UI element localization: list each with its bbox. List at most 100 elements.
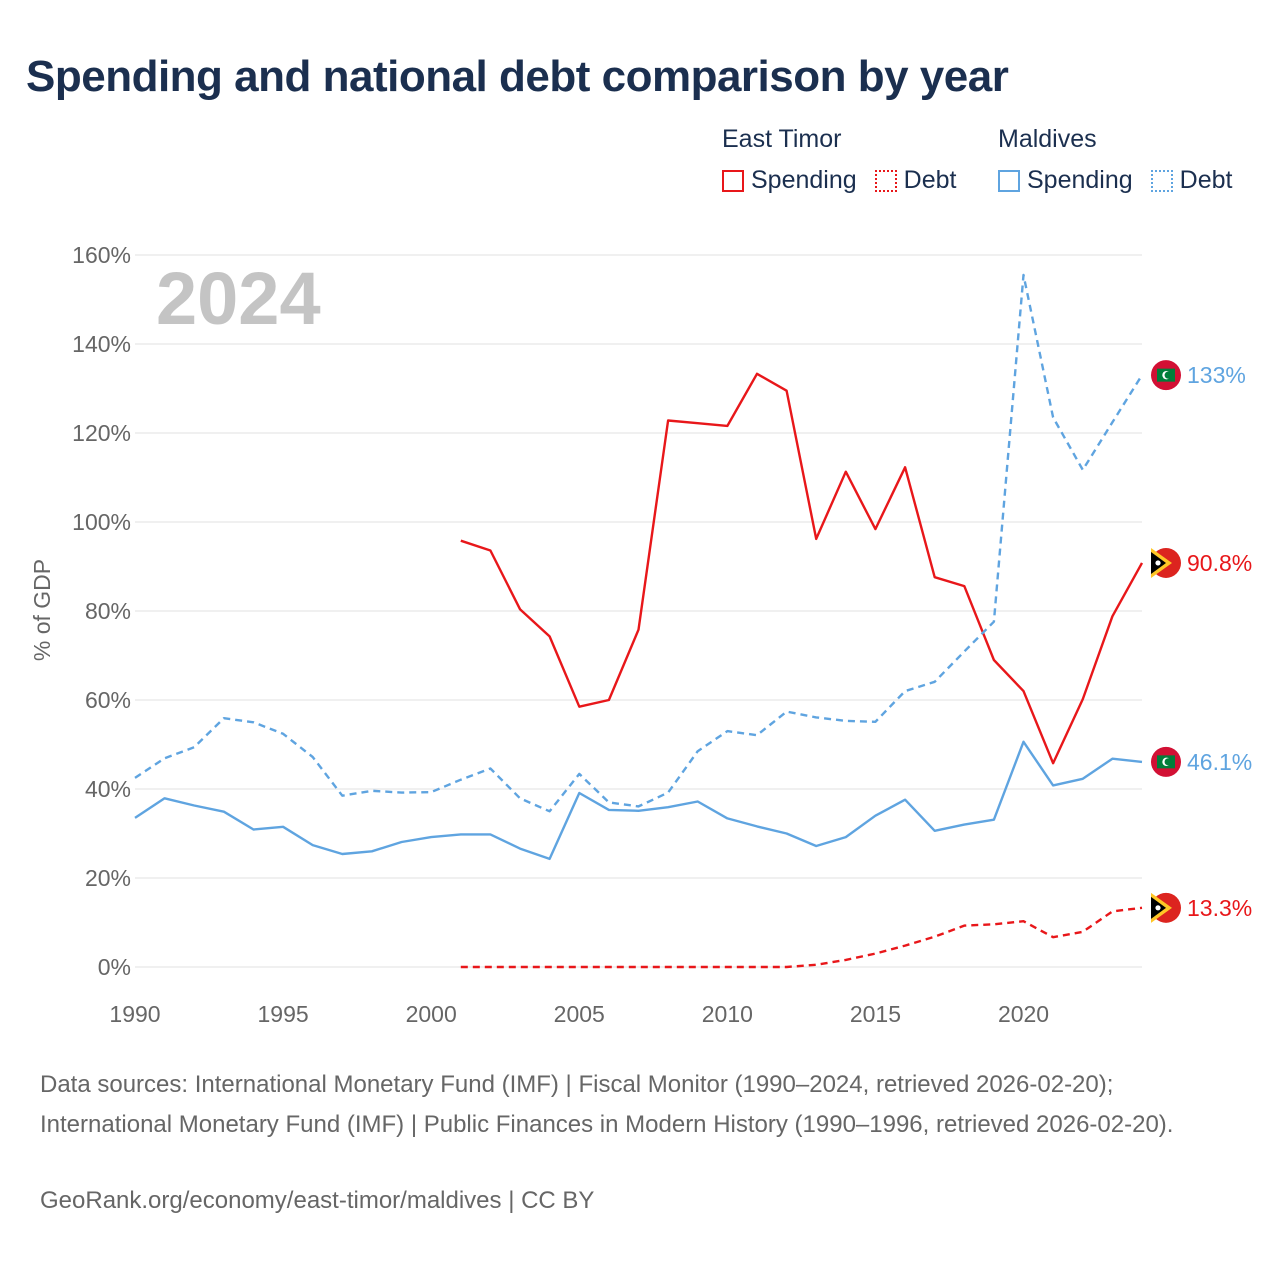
data-point-maldives-debt[interactable]	[903, 689, 907, 693]
data-point-maldives-debt[interactable]	[429, 790, 433, 794]
data-point-east-timor-spending[interactable]	[518, 607, 522, 611]
data-point-east-timor-spending[interactable]	[1081, 697, 1085, 701]
data-point-east-timor-debt[interactable]	[755, 965, 759, 969]
data-point-east-timor-debt[interactable]	[814, 963, 818, 967]
data-point-maldives-debt[interactable]	[992, 619, 996, 623]
data-point-maldives-debt[interactable]	[518, 796, 522, 800]
data-point-east-timor-spending[interactable]	[666, 418, 670, 422]
data-point-east-timor-spending[interactable]	[547, 634, 551, 638]
data-point-maldives-spending[interactable]	[873, 814, 877, 818]
data-point-east-timor-spending[interactable]	[932, 575, 936, 579]
data-point-east-timor-debt[interactable]	[636, 965, 640, 969]
data-point-east-timor-spending[interactable]	[1140, 561, 1144, 565]
data-point-maldives-debt[interactable]	[784, 709, 788, 713]
data-point-maldives-debt[interactable]	[1051, 415, 1055, 419]
data-point-maldives-spending[interactable]	[133, 816, 137, 820]
data-point-east-timor-spending[interactable]	[903, 465, 907, 469]
data-point-east-timor-debt[interactable]	[784, 965, 788, 969]
data-point-maldives-debt[interactable]	[814, 715, 818, 719]
data-point-maldives-debt[interactable]	[666, 790, 670, 794]
data-point-maldives-debt[interactable]	[281, 732, 285, 736]
data-point-maldives-spending[interactable]	[607, 808, 611, 812]
data-point-maldives-spending[interactable]	[903, 797, 907, 801]
data-point-maldives-spending[interactable]	[429, 835, 433, 839]
data-point-maldives-debt[interactable]	[607, 800, 611, 804]
data-point-maldives-spending[interactable]	[488, 832, 492, 836]
data-point-east-timor-spending[interactable]	[992, 658, 996, 662]
data-point-east-timor-debt[interactable]	[1110, 909, 1114, 913]
data-point-maldives-spending[interactable]	[696, 799, 700, 803]
data-point-east-timor-debt[interactable]	[518, 965, 522, 969]
data-point-east-timor-spending[interactable]	[755, 372, 759, 376]
data-point-maldives-debt[interactable]	[311, 755, 315, 759]
data-point-maldives-spending[interactable]	[162, 796, 166, 800]
data-point-east-timor-spending[interactable]	[873, 527, 877, 531]
data-point-east-timor-spending[interactable]	[636, 627, 640, 631]
data-point-maldives-debt[interactable]	[162, 756, 166, 760]
credit-link[interactable]: GeoRank.org/economy/east-timor/maldives …	[40, 1187, 595, 1214]
data-point-maldives-spending[interactable]	[932, 829, 936, 833]
data-point-maldives-debt[interactable]	[962, 649, 966, 653]
data-point-maldives-spending[interactable]	[399, 840, 403, 844]
data-point-east-timor-debt[interactable]	[932, 935, 936, 939]
data-point-maldives-spending[interactable]	[547, 857, 551, 861]
data-point-maldives-spending[interactable]	[755, 824, 759, 828]
data-point-east-timor-spending[interactable]	[577, 704, 581, 708]
data-point-maldives-spending[interactable]	[1140, 760, 1144, 764]
data-point-maldives-spending[interactable]	[281, 825, 285, 829]
data-point-maldives-spending[interactable]	[311, 843, 315, 847]
data-point-east-timor-debt[interactable]	[696, 965, 700, 969]
data-point-maldives-debt[interactable]	[547, 809, 551, 813]
data-point-maldives-spending[interactable]	[340, 852, 344, 856]
data-point-east-timor-spending[interactable]	[607, 698, 611, 702]
data-point-east-timor-spending[interactable]	[1021, 689, 1025, 693]
data-point-maldives-debt[interactable]	[133, 776, 137, 780]
data-point-east-timor-debt[interactable]	[488, 965, 492, 969]
data-point-maldives-debt[interactable]	[1140, 373, 1144, 377]
data-point-east-timor-debt[interactable]	[725, 965, 729, 969]
data-point-maldives-spending[interactable]	[844, 835, 848, 839]
data-point-east-timor-debt[interactable]	[577, 965, 581, 969]
data-point-maldives-spending[interactable]	[725, 816, 729, 820]
data-point-maldives-debt[interactable]	[577, 772, 581, 776]
data-point-maldives-debt[interactable]	[932, 680, 936, 684]
data-point-east-timor-debt[interactable]	[1140, 906, 1144, 910]
data-point-maldives-spending[interactable]	[784, 831, 788, 835]
data-point-east-timor-spending[interactable]	[696, 421, 700, 425]
data-point-maldives-spending[interactable]	[1051, 783, 1055, 787]
data-point-east-timor-spending[interactable]	[814, 537, 818, 541]
legend-item-maldives-spending[interactable]: Spending	[998, 166, 1133, 195]
data-point-maldives-spending[interactable]	[1021, 740, 1025, 744]
data-point-maldives-debt[interactable]	[844, 719, 848, 723]
data-point-maldives-debt[interactable]	[1021, 273, 1025, 277]
data-point-maldives-spending[interactable]	[518, 846, 522, 850]
data-point-east-timor-spending[interactable]	[488, 548, 492, 552]
data-point-maldives-debt[interactable]	[873, 720, 877, 724]
data-point-maldives-spending[interactable]	[222, 809, 226, 813]
data-point-maldives-debt[interactable]	[399, 790, 403, 794]
data-point-east-timor-debt[interactable]	[844, 958, 848, 962]
data-point-maldives-spending[interactable]	[577, 791, 581, 795]
data-point-maldives-debt[interactable]	[251, 720, 255, 724]
data-point-east-timor-debt[interactable]	[903, 943, 907, 947]
data-point-maldives-spending[interactable]	[1081, 777, 1085, 781]
data-point-east-timor-spending[interactable]	[844, 470, 848, 474]
data-point-east-timor-debt[interactable]	[1021, 919, 1025, 923]
data-point-maldives-debt[interactable]	[192, 745, 196, 749]
data-point-east-timor-spending[interactable]	[1110, 614, 1114, 618]
data-point-east-timor-debt[interactable]	[873, 951, 877, 955]
data-point-maldives-debt[interactable]	[696, 749, 700, 753]
data-point-east-timor-spending[interactable]	[1051, 761, 1055, 765]
data-point-east-timor-spending[interactable]	[784, 389, 788, 393]
data-point-maldives-debt[interactable]	[340, 793, 344, 797]
data-point-maldives-debt[interactable]	[370, 789, 374, 793]
legend-item-east-timor-spending[interactable]: Spending	[722, 166, 857, 195]
data-point-east-timor-debt[interactable]	[1081, 930, 1085, 934]
data-point-east-timor-debt[interactable]	[666, 965, 670, 969]
data-point-maldives-spending[interactable]	[962, 822, 966, 826]
data-point-maldives-debt[interactable]	[1081, 468, 1085, 472]
data-point-maldives-debt[interactable]	[488, 766, 492, 770]
data-point-maldives-debt[interactable]	[1110, 420, 1114, 424]
data-point-maldives-spending[interactable]	[636, 809, 640, 813]
data-point-east-timor-debt[interactable]	[1051, 935, 1055, 939]
